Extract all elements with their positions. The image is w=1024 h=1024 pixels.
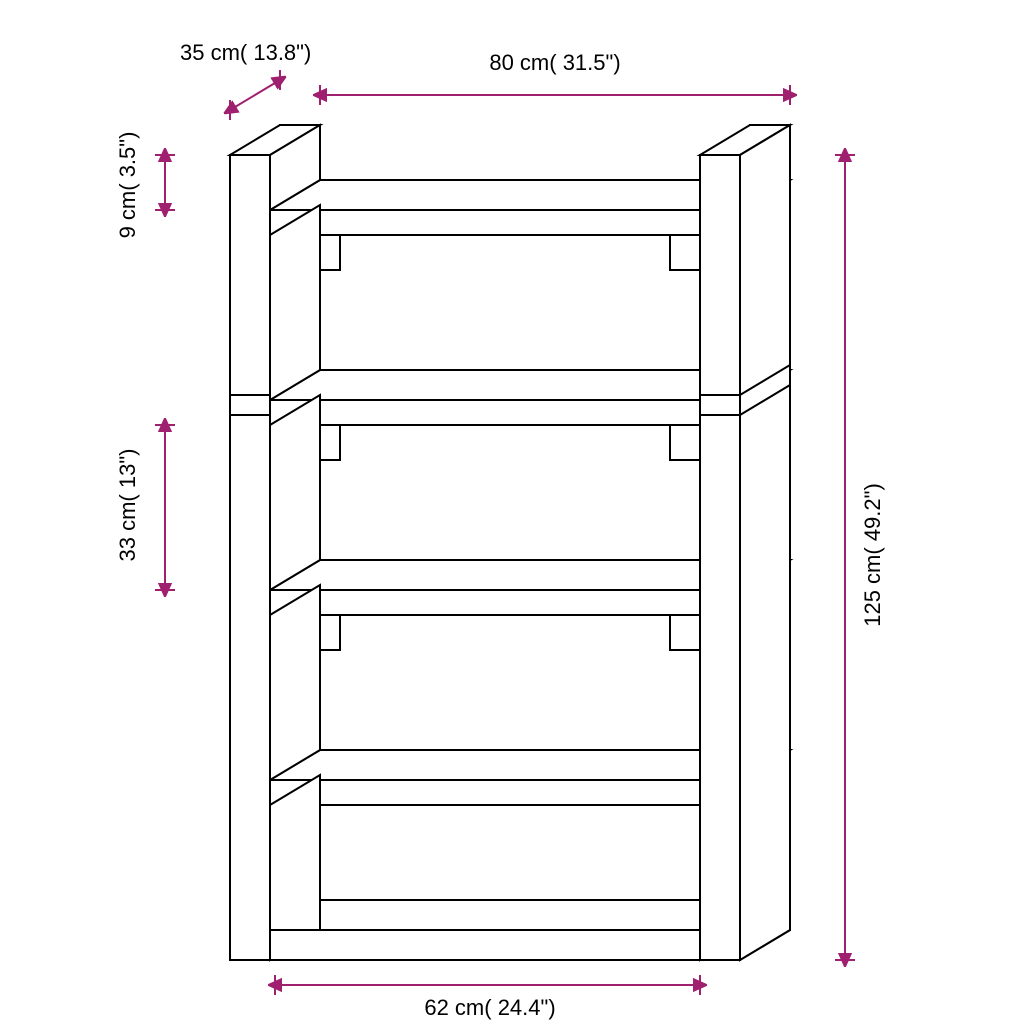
dim-width: 80 cm( 31.5"): [320, 50, 790, 105]
dim-shelf-gap-label: 33 cm( 13"): [115, 449, 140, 562]
dim-height: 125 cm( 49.2"): [835, 155, 885, 960]
dim-top-offset-label: 9 cm( 3.5"): [115, 132, 140, 239]
dim-inner-width: 62 cm( 24.4"): [275, 975, 700, 1020]
dim-height-label: 125 cm( 49.2"): [860, 483, 885, 627]
dim-depth: 35 cm( 13.8"): [180, 40, 311, 120]
shelf-unit: [230, 125, 790, 960]
dim-depth-label: 35 cm( 13.8"): [180, 40, 311, 65]
dim-top-offset: 9 cm( 3.5"): [115, 132, 175, 239]
dimension-diagram: 35 cm( 13.8") 80 cm( 31.5") 9 cm( 3.5") …: [0, 0, 1024, 1024]
dim-inner-width-label: 62 cm( 24.4"): [424, 995, 555, 1020]
dim-width-label: 80 cm( 31.5"): [489, 50, 620, 75]
dim-shelf-gap: 33 cm( 13"): [115, 425, 175, 590]
